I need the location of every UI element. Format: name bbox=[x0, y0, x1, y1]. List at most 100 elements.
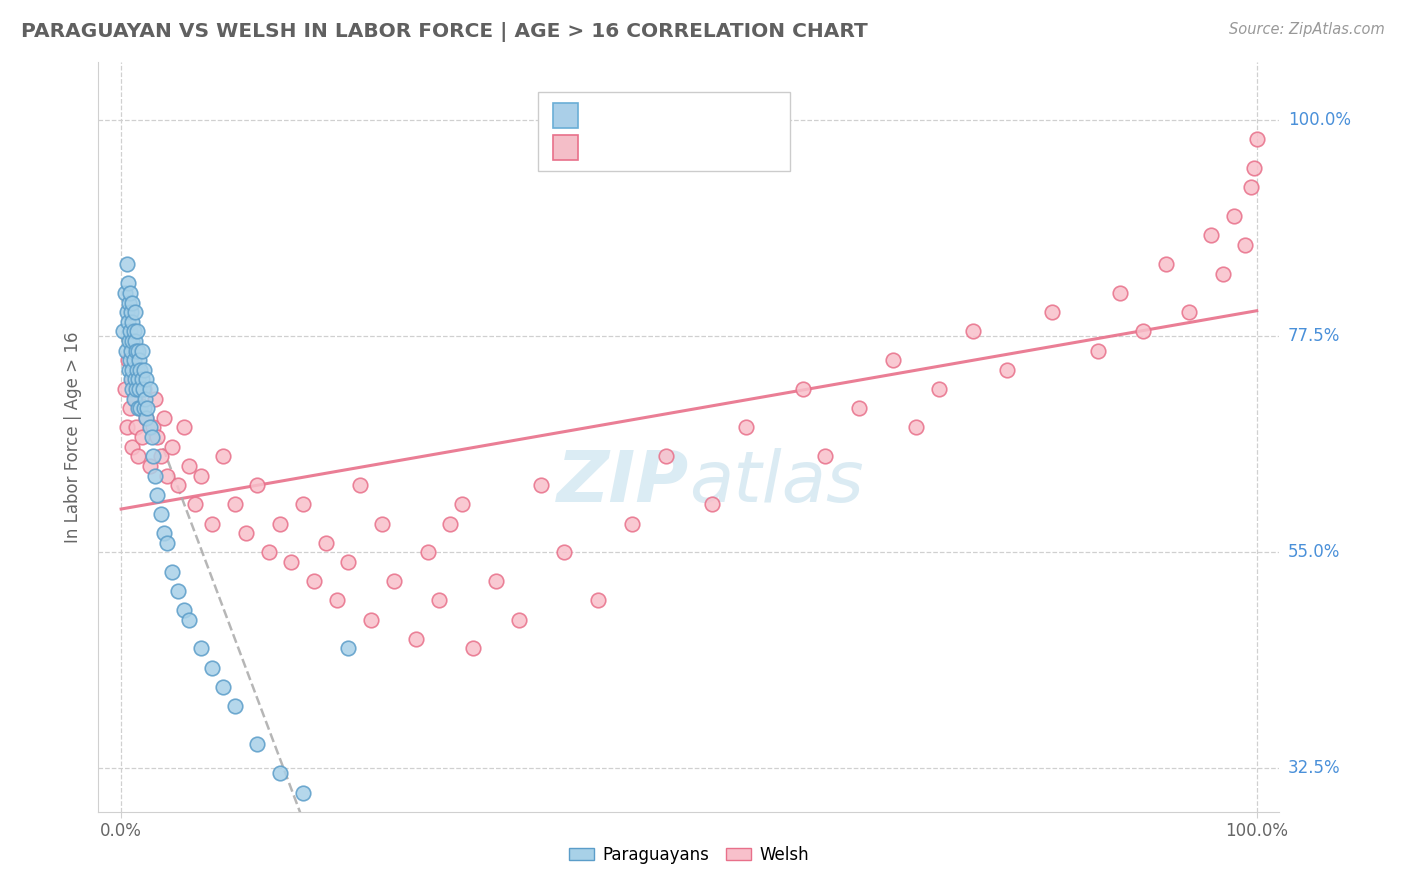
Point bbox=[124, 372, 146, 386]
Point bbox=[485, 574, 508, 589]
Point bbox=[134, 392, 156, 406]
Point bbox=[115, 305, 138, 319]
Point bbox=[700, 497, 723, 511]
Point bbox=[118, 295, 141, 310]
Point bbox=[155, 535, 177, 549]
Point bbox=[224, 699, 246, 714]
Point bbox=[1234, 238, 1257, 252]
Point bbox=[121, 440, 143, 454]
Point bbox=[1040, 305, 1063, 319]
Point bbox=[120, 343, 142, 358]
Point bbox=[928, 382, 950, 396]
Point bbox=[122, 325, 145, 339]
Point bbox=[138, 382, 160, 396]
Point bbox=[905, 420, 928, 434]
Point bbox=[349, 478, 371, 492]
Legend: Paraguayans, Welsh: Paraguayans, Welsh bbox=[562, 839, 815, 871]
Text: PARAGUAYAN VS WELSH IN LABOR FORCE | AGE > 16 CORRELATION CHART: PARAGUAYAN VS WELSH IN LABOR FORCE | AGE… bbox=[21, 22, 868, 42]
Point bbox=[184, 497, 207, 511]
Point bbox=[120, 401, 142, 416]
Point bbox=[136, 401, 159, 416]
Point bbox=[508, 613, 530, 627]
Text: R =  0.347   N = 80: R = 0.347 N = 80 bbox=[586, 138, 776, 156]
Point bbox=[173, 603, 195, 617]
Point bbox=[162, 565, 183, 579]
Point bbox=[146, 488, 169, 502]
Point bbox=[125, 382, 148, 396]
Point bbox=[117, 353, 139, 368]
Point bbox=[326, 593, 349, 607]
Point bbox=[124, 392, 146, 406]
Point bbox=[1109, 285, 1132, 300]
Point bbox=[1177, 305, 1199, 319]
Point bbox=[135, 410, 157, 425]
Point bbox=[848, 401, 870, 416]
Text: 55.0%: 55.0% bbox=[1288, 543, 1340, 561]
Point bbox=[143, 468, 166, 483]
Point bbox=[962, 325, 984, 339]
Point bbox=[120, 325, 142, 339]
Point bbox=[120, 372, 142, 386]
Point bbox=[655, 450, 678, 464]
Point bbox=[124, 334, 146, 348]
Point bbox=[115, 257, 138, 271]
Point bbox=[125, 343, 148, 358]
Point bbox=[337, 555, 360, 569]
Point bbox=[463, 641, 485, 656]
Point bbox=[131, 430, 153, 444]
Point bbox=[553, 545, 575, 559]
Point bbox=[127, 401, 149, 416]
Point bbox=[122, 353, 145, 368]
Point bbox=[1223, 209, 1246, 223]
Point bbox=[127, 343, 149, 358]
Point bbox=[121, 295, 143, 310]
Point bbox=[235, 526, 257, 541]
Point bbox=[117, 277, 139, 291]
Point bbox=[121, 315, 143, 329]
Point bbox=[212, 450, 235, 464]
Point bbox=[291, 785, 314, 799]
Point bbox=[118, 334, 141, 348]
Point bbox=[143, 392, 166, 406]
Point bbox=[129, 363, 152, 377]
Point bbox=[121, 363, 143, 377]
Point bbox=[167, 478, 190, 492]
Point bbox=[120, 353, 142, 368]
Point bbox=[1154, 257, 1177, 271]
Point bbox=[882, 353, 904, 368]
Point bbox=[125, 325, 148, 339]
Point bbox=[224, 497, 246, 511]
Point bbox=[1087, 343, 1109, 358]
Point bbox=[131, 372, 153, 386]
Point bbox=[173, 420, 195, 434]
Point bbox=[1246, 132, 1268, 146]
Point bbox=[121, 382, 143, 396]
Point bbox=[269, 766, 291, 780]
Point bbox=[127, 372, 149, 386]
Point bbox=[792, 382, 814, 396]
Point bbox=[114, 382, 136, 396]
Point bbox=[128, 382, 150, 396]
Point bbox=[115, 420, 138, 434]
Point bbox=[246, 738, 269, 752]
Point bbox=[132, 382, 155, 396]
Point bbox=[132, 363, 155, 377]
Point bbox=[814, 450, 837, 464]
Point bbox=[315, 535, 337, 549]
Point bbox=[129, 401, 152, 416]
Point bbox=[117, 315, 139, 329]
Text: Source: ZipAtlas.com: Source: ZipAtlas.com bbox=[1229, 22, 1385, 37]
Point bbox=[450, 497, 472, 511]
Point bbox=[280, 555, 302, 569]
Point bbox=[127, 363, 149, 377]
Point bbox=[1240, 180, 1263, 194]
Point bbox=[190, 468, 212, 483]
Point bbox=[153, 410, 176, 425]
Point bbox=[337, 641, 360, 656]
Point bbox=[179, 458, 201, 473]
Point bbox=[124, 305, 146, 319]
Point bbox=[201, 660, 224, 674]
Point bbox=[439, 516, 461, 531]
Point bbox=[112, 325, 135, 339]
Point bbox=[122, 392, 145, 406]
